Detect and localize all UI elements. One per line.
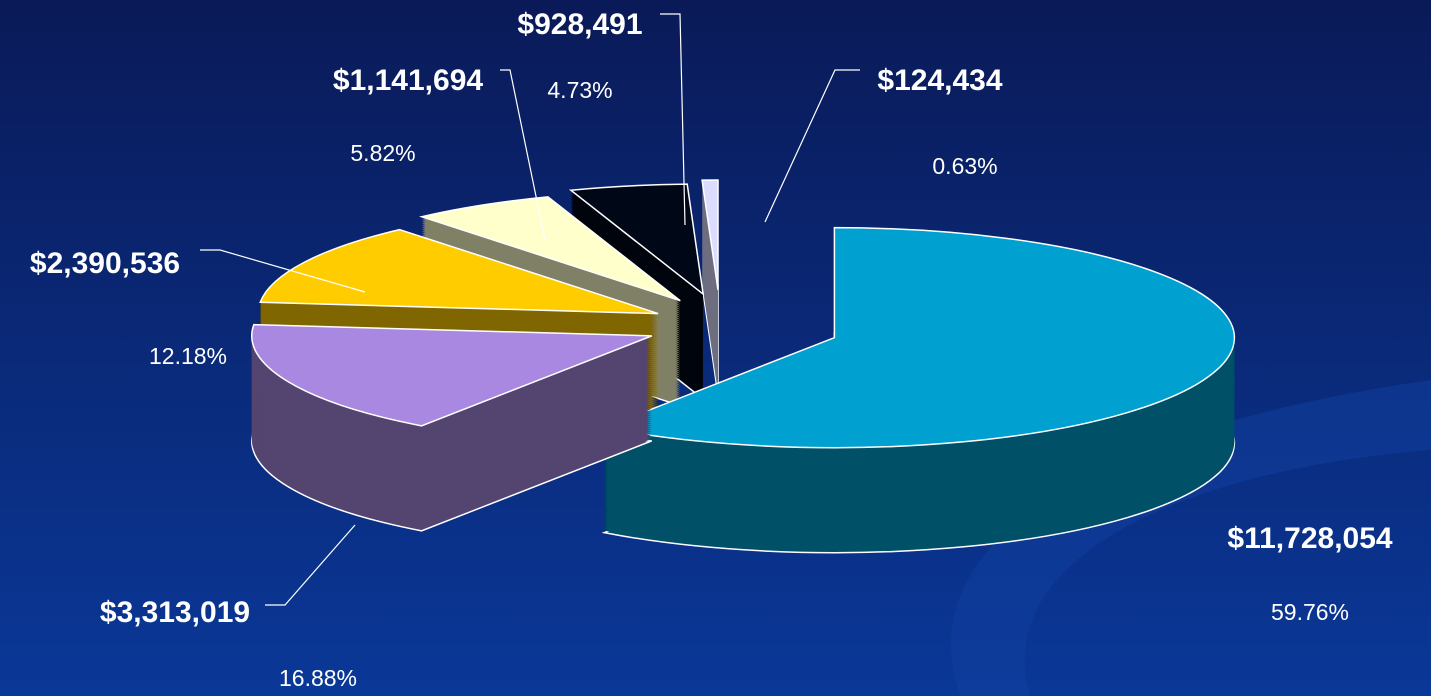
value-label: $2,390,536	[30, 247, 180, 280]
slice	[568, 183, 705, 296]
leader-line	[200, 249, 366, 293]
value-label: $124,434	[877, 64, 1002, 97]
percent-label: 59.76%	[1271, 599, 1349, 625]
value-label: $3,313,019	[100, 596, 250, 629]
slice	[251, 323, 653, 427]
leader-line	[265, 524, 356, 606]
leader-line	[764, 69, 860, 223]
percent-label: 12.18%	[149, 343, 227, 369]
percent-label: 0.63%	[932, 153, 997, 179]
slice	[418, 196, 681, 302]
percent-label: 5.82%	[350, 140, 415, 166]
labels: $11,728,054 59.76% $3,313,019 16.88% $2,390,…	[30, 8, 1393, 691]
leader-line	[500, 69, 546, 241]
value-label: $1,141,694	[333, 64, 483, 97]
slices	[251, 179, 1236, 554]
value-label: $928,491	[517, 8, 642, 41]
percent-label: 4.73%	[547, 77, 612, 103]
swoosh	[951, 380, 1431, 696]
slice	[701, 179, 719, 291]
leader-line	[660, 13, 686, 226]
percent-label: 16.88%	[279, 665, 357, 691]
slice	[259, 228, 659, 315]
value-label: $11,728,054	[1227, 522, 1392, 555]
slice	[601, 226, 1236, 449]
